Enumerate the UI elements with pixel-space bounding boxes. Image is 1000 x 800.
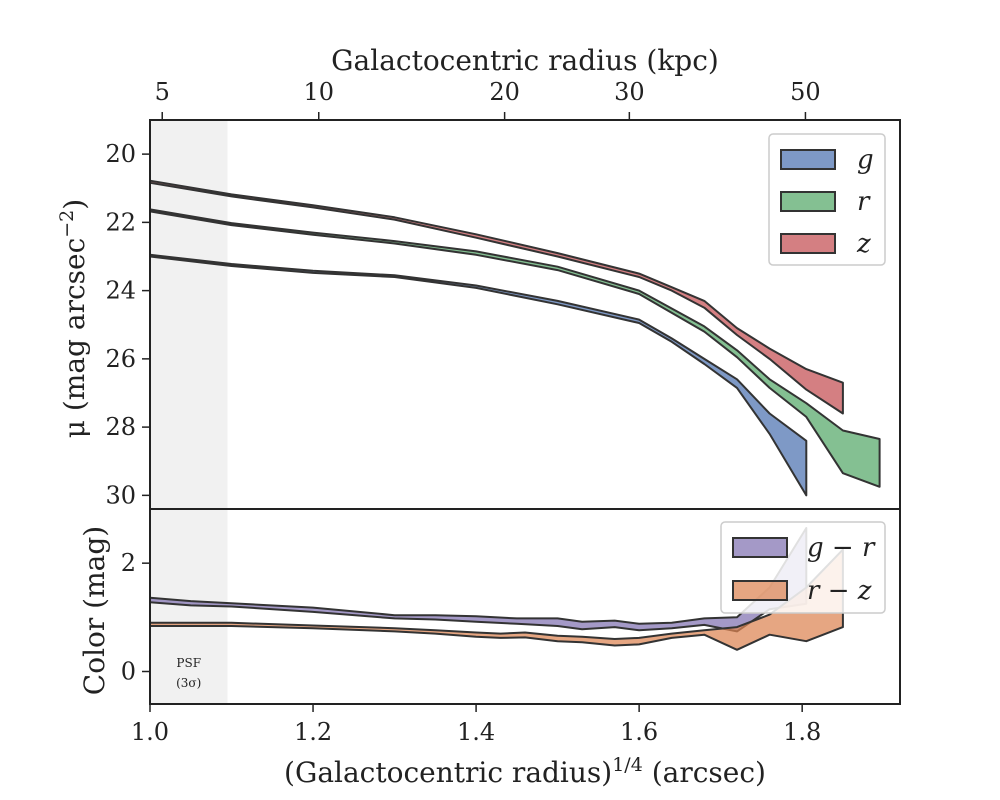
top-x-axis-title: Galactocentric radius (kpc) — [331, 44, 719, 77]
top-kpc-tick-label: 10 — [303, 78, 334, 106]
series-band-gr-bot-areas — [149, 527, 808, 633]
top-y-tick-label: 24 — [105, 277, 136, 305]
top-y-ticks: 20 22 24 26 28 30 — [105, 140, 150, 509]
legend-swatch — [780, 149, 836, 170]
top-y-axis-title-main: μ (mag arcsec — [58, 238, 91, 438]
top-y-axis-title-end: ) — [58, 199, 91, 210]
top-legend: grz — [768, 133, 886, 266]
bottom-x-tick-label: 1.0 — [131, 718, 169, 746]
surface-brightness-panel: 20 22 24 26 28 30 5 10 20 30 50 Galactocentric ra… — [56, 44, 901, 510]
top-y-tick-label: 28 — [105, 413, 136, 441]
legend-swatch — [780, 233, 836, 254]
psf-label: PSF — [176, 656, 201, 670]
legend-label: g − r — [807, 533, 876, 563]
bottom-y-tick-label: 0 — [121, 658, 136, 686]
legend-swatch — [732, 580, 788, 601]
legend-label: z — [856, 229, 871, 259]
top-y-axis-title: μ (mag arcsec−2) — [56, 199, 91, 438]
band-areas-top — [149, 179, 881, 497]
top-kpc-tick-label: 20 — [489, 78, 520, 106]
legend-label: r − z — [807, 576, 872, 606]
bottom-x-axis-title-sup: 1/4 — [612, 754, 643, 776]
bottom-x-tick-label: 1.2 — [294, 718, 332, 746]
bottom-y-ticks: 02 — [121, 549, 150, 686]
legend-label: r — [857, 187, 871, 217]
legend-label: g — [857, 145, 874, 175]
bottom-legend: g − r r − z — [720, 521, 886, 614]
bottom-x-tick-label: 1.6 — [620, 718, 658, 746]
top-kpc-tick-label: 5 — [155, 78, 170, 106]
top-y-tick-label: 26 — [105, 345, 136, 373]
legend-swatch — [780, 191, 836, 212]
top-y-tick-label: 22 — [105, 208, 136, 236]
top-kpc-tick-label: 50 — [790, 78, 821, 106]
top-y-tick-label: 30 — [105, 481, 136, 509]
series-band-r-top-areas — [149, 208, 881, 488]
top-y-axis-title-sup: −2 — [56, 210, 78, 238]
bottom-x-axis-title-end: (arcsec) — [643, 756, 766, 789]
bottom-y-axis-title: Color (mag) — [78, 526, 111, 695]
legend-swatch — [732, 537, 788, 558]
series-band-rz-bot-areas — [149, 548, 844, 651]
series-band-z-top-areas — [149, 179, 844, 415]
bottom-panel-frame — [149, 508, 901, 705]
series-band-g-top-areas — [149, 253, 808, 497]
top-kpc-tick-label: 30 — [614, 78, 645, 106]
bottom-y-tick-label: 2 — [121, 549, 136, 577]
bottom-x-axis-title-main: (Galactocentric radius) — [284, 756, 612, 789]
bottom-x-tick-label: 1.8 — [783, 718, 821, 746]
color-panel: PSF (3σ) 02 1.0 1.2 1.4 1.6 1.8 (Galactocent… — [78, 508, 901, 789]
bottom-x-axis-title: (Galactocentric radius)1/4 (arcsec) — [284, 754, 766, 789]
bottom-x-ticks: 1.0 1.2 1.4 1.6 1.8 — [131, 704, 821, 746]
bottom-x-tick-label: 1.4 — [457, 718, 495, 746]
top-y-tick-label: 20 — [105, 140, 136, 168]
psf-band-top — [150, 120, 228, 509]
top-kpc-ticks: 5 10 20 30 50 — [155, 78, 821, 120]
psf-sigma-label: (3σ) — [176, 676, 201, 690]
